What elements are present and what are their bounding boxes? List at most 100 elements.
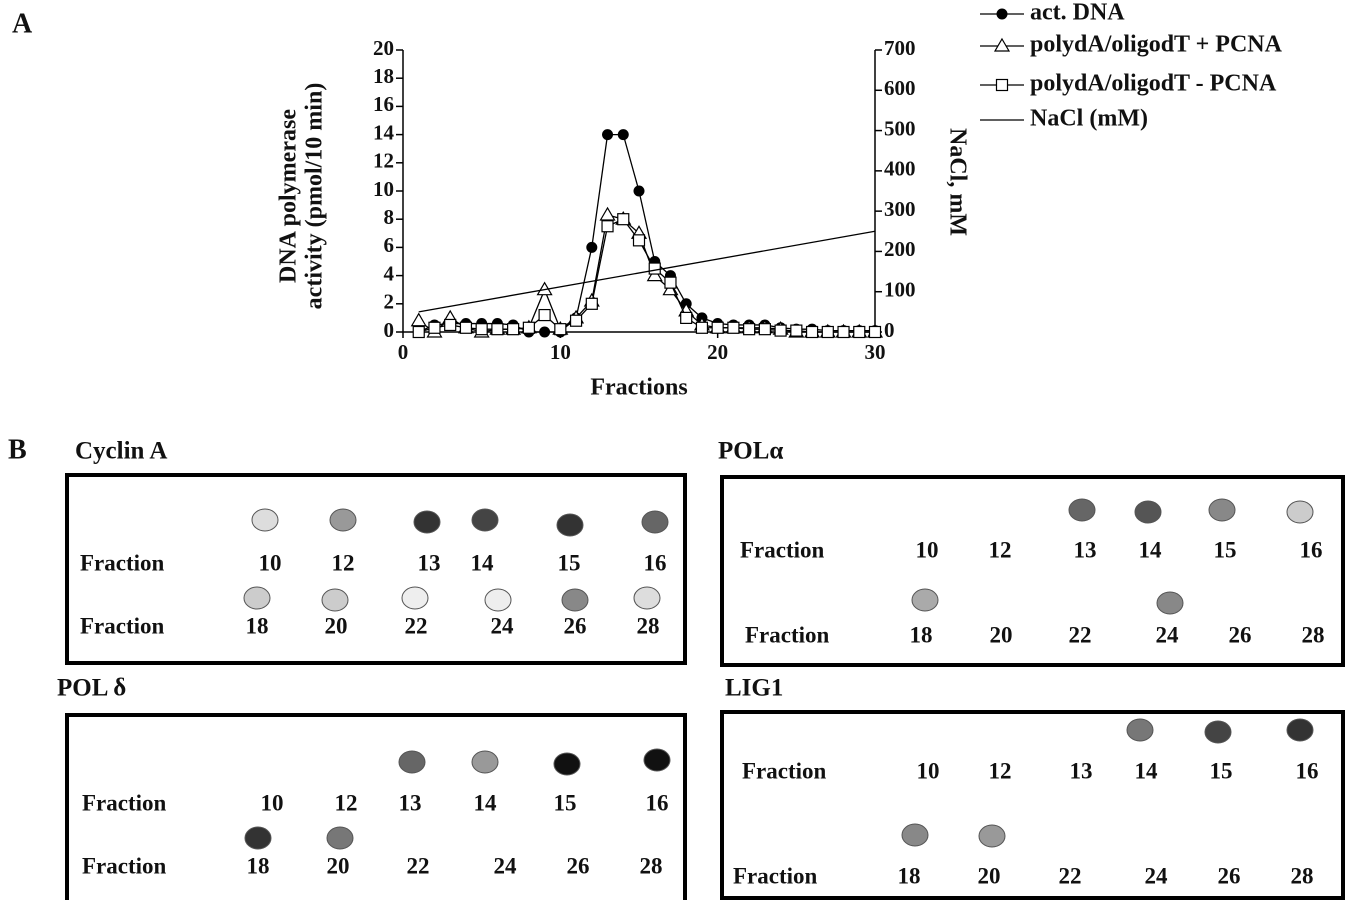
point: [775, 325, 786, 336]
legend-label: act. DNA: [1030, 0, 1125, 26]
blot-dot: [557, 514, 583, 536]
blot-dot: [554, 753, 580, 775]
blot-dot: [1157, 592, 1183, 614]
blot-dot: [322, 589, 348, 611]
blot-dot: [330, 509, 356, 531]
point: [649, 263, 660, 274]
blot-dot: [414, 511, 440, 533]
point: [523, 322, 534, 333]
fraction-number: 12: [335, 790, 358, 815]
point: [665, 277, 676, 288]
fraction-number: 16: [1300, 537, 1323, 562]
fraction-number: 15: [1214, 537, 1237, 562]
point: [696, 322, 707, 333]
blot-dot: [1127, 719, 1153, 741]
y-tick-label: 12: [373, 149, 394, 173]
y-tick-label: 10: [373, 177, 394, 201]
fraction-number: 28: [637, 613, 660, 638]
x-tick-label: 30: [865, 340, 886, 364]
blot-title: POLα: [718, 438, 783, 465]
fraction-number: 20: [325, 613, 348, 638]
fraction-number: 16: [1296, 758, 1319, 783]
series-line: [419, 231, 875, 312]
point: [870, 327, 881, 338]
fraction-number: 20: [978, 863, 1001, 888]
blot-dot: [402, 587, 428, 609]
fraction-number: 24: [1145, 863, 1169, 888]
y2-tick-label: 600: [884, 76, 916, 100]
fraction-number: 13: [399, 790, 422, 815]
y2-tick-label: 300: [884, 197, 916, 221]
y-tick-label: 14: [373, 120, 395, 144]
legend-marker: [997, 80, 1008, 91]
blot-dot: [252, 509, 278, 531]
y2-axis-label: NaCl, mM: [944, 128, 970, 236]
fraction-number: 13: [418, 550, 441, 575]
blot-dot: [642, 511, 668, 533]
fraction-number: 24: [494, 853, 518, 878]
fraction-number: 16: [644, 550, 667, 575]
point: [539, 310, 550, 321]
legend-marker: [995, 39, 1009, 51]
x-tick-label: 0: [398, 340, 409, 364]
series-line: [419, 219, 875, 332]
fraction-number: 26: [1218, 863, 1241, 888]
fraction-number: 15: [558, 550, 581, 575]
blot-dot: [485, 589, 511, 611]
fraction-number: 12: [989, 537, 1012, 562]
fraction-number: 26: [567, 853, 590, 878]
blot-dot: [399, 751, 425, 773]
blot-dot: [1135, 501, 1161, 523]
row-label: Fraction: [80, 550, 165, 575]
point: [492, 324, 503, 335]
point: [854, 327, 865, 338]
fraction-number: 18: [910, 622, 933, 647]
fraction-number: 26: [1229, 622, 1252, 647]
row-label: Fraction: [742, 758, 827, 783]
fraction-number: 24: [491, 613, 515, 638]
y-tick-label: 4: [384, 261, 395, 285]
point: [586, 242, 597, 253]
legend-marker: [997, 9, 1008, 20]
row-label: Fraction: [80, 613, 165, 638]
point: [618, 129, 629, 140]
point: [634, 235, 645, 246]
fraction-number: 10: [261, 790, 284, 815]
point: [445, 319, 456, 330]
row-label: Fraction: [745, 622, 830, 647]
point: [412, 314, 426, 326]
point: [759, 324, 770, 335]
blot-dot: [472, 509, 498, 531]
y-tick-label: 2: [384, 290, 395, 314]
fraction-number: 18: [247, 853, 270, 878]
legend-label: polydA/oligodT + PCNA: [1030, 32, 1283, 58]
point: [539, 327, 550, 338]
fraction-number: 22: [405, 613, 428, 638]
point: [586, 298, 597, 309]
y-tick-label: 0: [384, 318, 395, 342]
y-axis-label: activity (pmol/10 min): [302, 83, 328, 310]
y2-tick-label: 100: [884, 278, 916, 302]
point: [838, 327, 849, 338]
fraction-number: 26: [564, 613, 587, 638]
blot-dot: [912, 589, 938, 611]
blot-dot: [1287, 501, 1313, 523]
x-axis-label: Fractions: [590, 375, 687, 401]
y-tick-label: 8: [384, 205, 395, 229]
fraction-number: 20: [990, 622, 1013, 647]
point: [508, 324, 519, 335]
figure: A B 024681012141618200100200300400500600…: [0, 0, 1368, 900]
y2-tick-label: 200: [884, 237, 916, 261]
fraction-number: 28: [1302, 622, 1325, 647]
point: [601, 208, 615, 220]
point: [728, 322, 739, 333]
series-line: [419, 135, 875, 332]
point: [807, 327, 818, 338]
fraction-number: 10: [917, 758, 940, 783]
fraction-number: 10: [916, 537, 939, 562]
fraction-number: 22: [1069, 622, 1092, 647]
legend-label: NaCl (mM): [1030, 106, 1148, 132]
fraction-number: 18: [898, 863, 921, 888]
blot-title: POL δ: [57, 675, 126, 702]
blot-dot: [1205, 721, 1231, 743]
